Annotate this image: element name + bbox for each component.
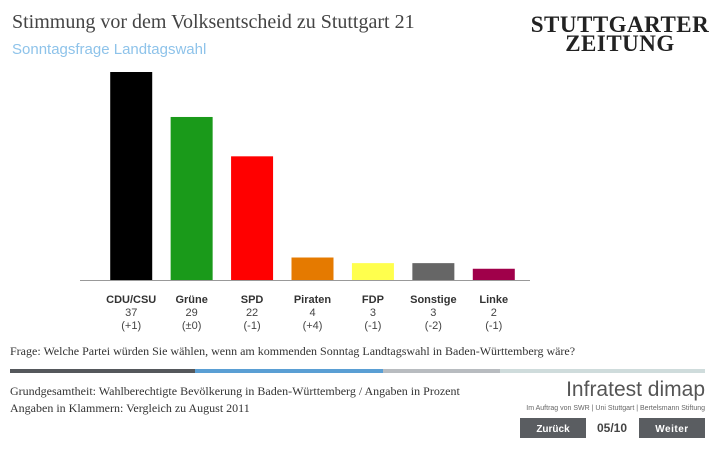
change-label: (-1) bbox=[485, 320, 502, 332]
bar bbox=[291, 257, 334, 280]
category-label: FDP bbox=[362, 294, 384, 306]
change-label: (-2) bbox=[425, 320, 442, 332]
change-label: (-1) bbox=[244, 320, 261, 332]
category-label: Piraten bbox=[294, 294, 332, 306]
bar bbox=[412, 263, 455, 280]
category-label: SPD bbox=[241, 294, 264, 306]
value-label: 2 bbox=[491, 307, 497, 319]
category-label: Sonstige bbox=[410, 294, 456, 306]
logo-line: ZEITUNG bbox=[565, 31, 675, 56]
category-label: Linke bbox=[479, 294, 508, 306]
brand-note: Im Auftrag von SWR | Uni Stuttgart | Ber… bbox=[526, 405, 705, 412]
bar bbox=[110, 72, 153, 280]
value-label: 4 bbox=[309, 307, 315, 319]
back-button-label[interactable]: Zurück bbox=[536, 424, 570, 435]
change-label: (-1) bbox=[364, 320, 381, 332]
stripe bbox=[500, 369, 705, 373]
footnote: Grundgesamtheit: Wahlberechtigte Bevölke… bbox=[10, 384, 460, 398]
plot: CDU/CSU37(+1)Grüne29(±0)SPD22(-1)Piraten… bbox=[106, 72, 515, 332]
next-button-label[interactable]: Weiter bbox=[655, 424, 688, 435]
footnote: Angaben in Klammern: Vergleich zu August… bbox=[10, 401, 250, 415]
bar bbox=[351, 263, 394, 280]
value-label: 37 bbox=[125, 307, 137, 319]
bar bbox=[472, 268, 515, 280]
value-label: 3 bbox=[430, 307, 436, 319]
change-label: (+4) bbox=[303, 320, 323, 332]
value-label: 3 bbox=[370, 307, 376, 319]
category-label: CDU/CSU bbox=[106, 294, 156, 306]
change-label: (+1) bbox=[121, 320, 141, 332]
value-label: 29 bbox=[186, 307, 198, 319]
brand: Infratest dimap bbox=[566, 378, 705, 401]
logo-line: STUTTGARTER bbox=[531, 12, 710, 37]
bar bbox=[231, 156, 274, 280]
chart-title: Stimmung vor dem Volksentscheid zu Stutt… bbox=[12, 11, 415, 33]
stripe bbox=[195, 369, 383, 373]
change-label: (±0) bbox=[182, 320, 201, 332]
next-button[interactable] bbox=[639, 418, 705, 438]
stripe bbox=[10, 369, 195, 373]
category-label: Grüne bbox=[175, 294, 207, 306]
stripe bbox=[383, 369, 500, 373]
back-button[interactable] bbox=[520, 418, 586, 438]
value-label: 22 bbox=[246, 307, 258, 319]
question: Frage: Welche Partei würden Sie wählen, … bbox=[10, 344, 575, 358]
page-indicator: 05/10 bbox=[597, 421, 627, 435]
bar bbox=[170, 116, 213, 280]
chart-subtitle: Sonntagsfrage Landtagswahl bbox=[12, 41, 206, 58]
